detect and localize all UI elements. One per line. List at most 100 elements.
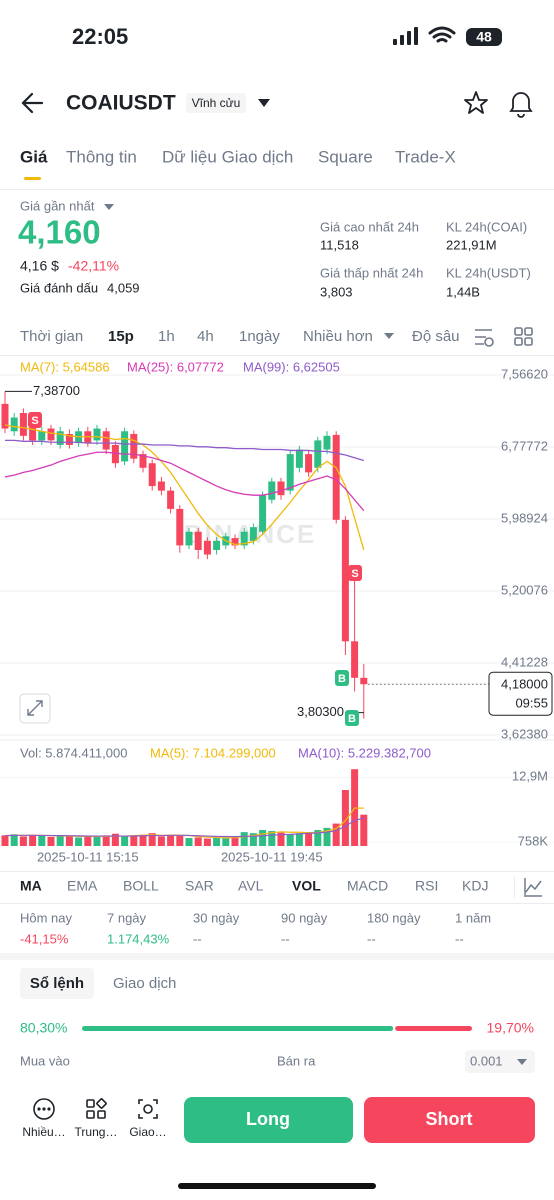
mark-price: 4,059: [107, 280, 140, 295]
more-dropdown[interactable]: [384, 333, 394, 339]
high-label: 7,38700: [33, 383, 80, 398]
indicator[interactable]: AVL: [238, 878, 264, 894]
long-button[interactable]: [184, 1097, 353, 1143]
tab[interactable]: Dữ liệu Giao dịch: [162, 147, 293, 166]
performance-value: --: [281, 931, 290, 946]
ma-line: [4, 424, 365, 551]
nav-label[interactable]: Trung…: [75, 1125, 118, 1139]
y-tick-label: 6,77772: [501, 438, 548, 453]
tab[interactable]: Square: [318, 147, 373, 166]
layout-button[interactable]: [514, 327, 533, 346]
candle-body: [286, 454, 294, 491]
indicator[interactable]: MACD: [347, 878, 388, 894]
step-select[interactable]: 0.001: [470, 1053, 503, 1068]
candle-body: [240, 531, 248, 546]
volume-bar: [213, 838, 221, 846]
candle-body: [314, 440, 322, 468]
volume-bar: [148, 833, 156, 846]
volume-bar: [323, 827, 331, 846]
last-price-box: [488, 671, 553, 716]
more-icon[interactable]: [33, 1098, 55, 1120]
price-label-dropdown[interactable]: [104, 204, 114, 210]
tab[interactable]: Thông tin: [66, 147, 137, 166]
interval[interactable]: Độ sâu: [412, 328, 460, 345]
stat-value: 11,518: [320, 237, 359, 252]
interval[interactable]: Nhiều hơn: [303, 328, 373, 345]
favorite-button[interactable]: [464, 91, 488, 114]
indicator[interactable]: BOLL: [123, 878, 159, 894]
volume-bar: [19, 836, 27, 846]
price-label[interactable]: Giá gần nhất: [20, 198, 95, 213]
volume-bar: [240, 832, 248, 846]
volume-bar: [231, 836, 239, 846]
indicator[interactable]: EMA: [67, 878, 98, 894]
y-tick-label: 5,20076: [501, 582, 548, 597]
step-select-bg[interactable]: [465, 1050, 535, 1073]
candle-body: [203, 540, 211, 555]
volume-bar: [305, 832, 313, 846]
volume-bar: [102, 835, 110, 846]
nav-label[interactable]: Nhiều…: [22, 1125, 65, 1139]
interval[interactable]: 4h: [197, 328, 214, 345]
volume-bar: [176, 835, 184, 846]
long-label[interactable]: Long: [246, 1109, 290, 1129]
short-button[interactable]: [364, 1097, 535, 1143]
volume-bar: [65, 836, 73, 846]
orderbook-tab[interactable]: Giao dịch: [113, 975, 176, 992]
indicator-settings-button[interactable]: [475, 329, 494, 347]
candle-body: [148, 463, 156, 487]
interval[interactable]: Thời gian: [20, 328, 83, 345]
interval-active[interactable]: 15p: [108, 328, 134, 345]
volume-ma-legend: MA(5): 7.104.299,000: [150, 745, 276, 760]
battery-icon: [466, 28, 502, 46]
ma-legend: MA(7): 5,64586: [20, 359, 110, 374]
step-dropdown[interactable]: [517, 1059, 527, 1065]
battery-level: 48: [476, 29, 492, 45]
candle-body: [93, 428, 101, 441]
back-button[interactable]: [21, 92, 44, 114]
performance-label: Hôm nay: [20, 910, 73, 925]
tab[interactable]: Trade-X: [395, 147, 456, 166]
stat-value: 3,803: [320, 284, 353, 299]
candle-body: [38, 431, 46, 441]
stat-value: 221,91M: [446, 237, 497, 252]
volume-bar: [259, 830, 267, 846]
orderbook-tab-active[interactable]: Sổ lệnh: [30, 975, 84, 992]
trade-marker-label: B: [338, 673, 346, 685]
divider: [0, 903, 554, 904]
symbol[interactable]: COAIUSDT: [66, 92, 176, 115]
expand-button[interactable]: [19, 693, 51, 724]
performance-label: 180 ngày: [367, 910, 421, 925]
tab-active[interactable]: Giá: [20, 147, 48, 166]
buy-ratio: 80,30%: [20, 1020, 67, 1036]
alert-button[interactable]: [509, 92, 533, 118]
short-label[interactable]: Short: [426, 1109, 473, 1129]
interval[interactable]: 1h: [158, 328, 175, 345]
y-tick-label: 5,98924: [501, 510, 548, 525]
trade-icon[interactable]: [138, 1099, 158, 1119]
nav-label[interactable]: Giao…: [129, 1125, 166, 1139]
performance-value: -41,15%: [20, 931, 69, 946]
volume-tick-label: 758K: [518, 833, 549, 848]
indicator-active[interactable]: MA: [20, 878, 42, 894]
signal-icon: [393, 27, 418, 45]
indicator[interactable]: RSI: [415, 878, 438, 894]
stat-label: KL 24h(COAI): [446, 219, 527, 234]
indicator-chart-button[interactable]: [524, 878, 542, 897]
interval[interactable]: 1ngày: [239, 328, 280, 345]
center-icon[interactable]: [86, 1098, 107, 1119]
volume-bar: [295, 833, 303, 846]
sell-ratio: 19,70%: [487, 1020, 534, 1036]
indicator[interactable]: KDJ: [462, 878, 488, 894]
symbol-dropdown[interactable]: [258, 99, 270, 107]
indicator-active[interactable]: VOL: [292, 878, 321, 894]
volume-bar: [139, 834, 147, 846]
y-tick-label: 7,56620: [501, 366, 548, 381]
candle-body: [305, 454, 313, 473]
ma-line: [5, 439, 364, 462]
candle-body: [249, 527, 257, 541]
volume-bar: [121, 836, 129, 846]
indicator[interactable]: SAR: [185, 878, 214, 894]
candle-body: [29, 422, 37, 441]
